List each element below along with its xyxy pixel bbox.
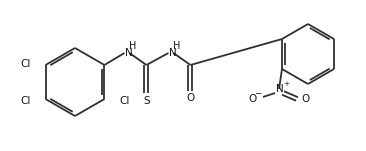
Text: O: O bbox=[186, 93, 195, 103]
Text: O: O bbox=[301, 94, 309, 104]
Text: −: − bbox=[254, 88, 262, 98]
Text: N: N bbox=[169, 48, 177, 58]
Text: N: N bbox=[126, 48, 133, 58]
Text: H: H bbox=[129, 41, 136, 51]
Text: O: O bbox=[248, 94, 256, 104]
Text: Cl: Cl bbox=[119, 96, 130, 106]
Text: N: N bbox=[276, 84, 284, 94]
Text: H: H bbox=[173, 41, 180, 51]
Text: Cl: Cl bbox=[20, 59, 30, 69]
Text: +: + bbox=[283, 81, 289, 87]
Text: S: S bbox=[143, 96, 150, 106]
Text: Cl: Cl bbox=[20, 96, 30, 106]
